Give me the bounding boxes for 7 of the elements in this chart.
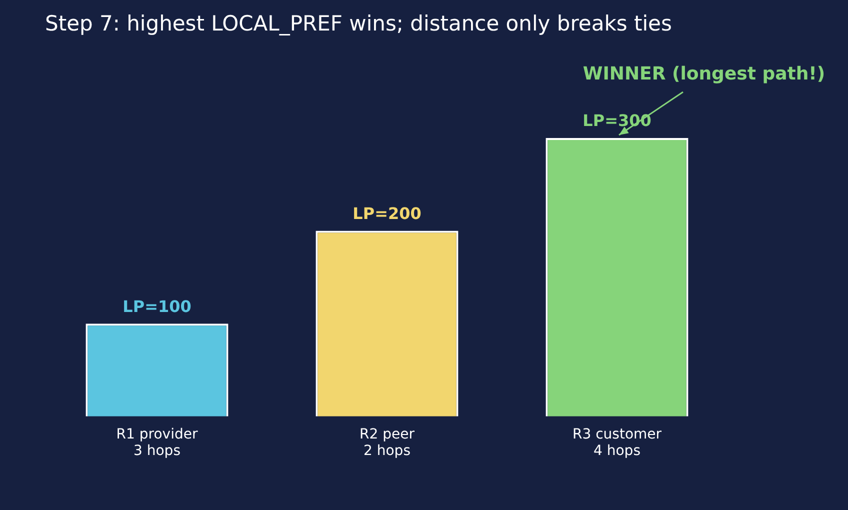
x-tick-label: R1 provider 3 hops [116, 426, 198, 460]
x-tick-label: R3 customer 4 hops [572, 426, 662, 460]
annotation: WINNER (longest path!) [582, 64, 826, 85]
data-label: LP=200 [352, 204, 422, 223]
x-tick-label: R2 peer 2 hops [360, 426, 415, 460]
chart-title: Step 7: highest LOCAL_PREF wins; distance only breaks ties [45, 11, 672, 36]
data-label: LP=100 [122, 296, 192, 316]
